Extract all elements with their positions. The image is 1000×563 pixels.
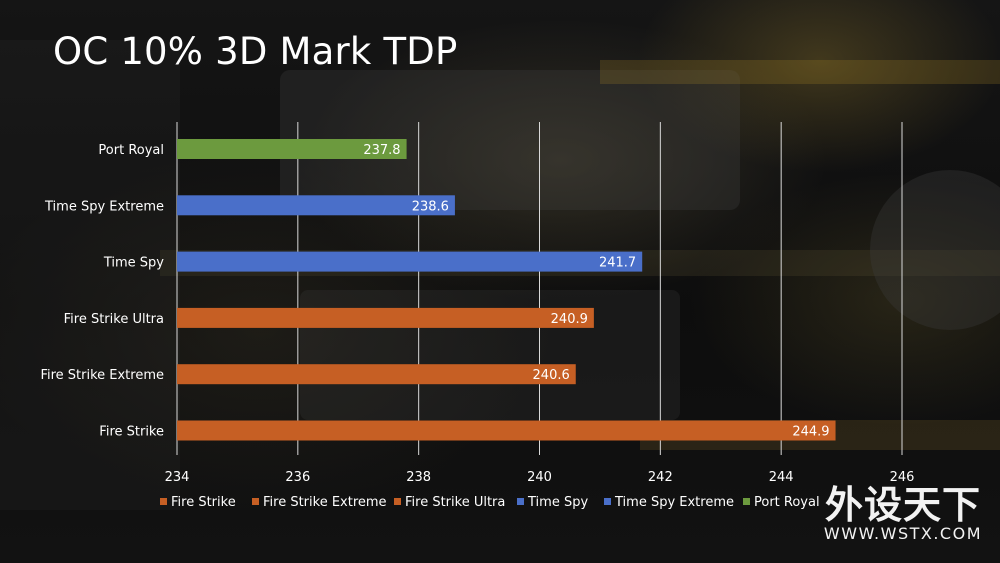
bar-data-label: 244.9 — [792, 425, 829, 440]
legend-swatch — [743, 498, 750, 505]
x-tick-label: 246 — [890, 470, 915, 485]
legend-swatch — [252, 498, 259, 505]
bar-data-label: 237.8 — [363, 143, 400, 158]
legend-swatch — [517, 498, 524, 505]
x-tick-label: 240 — [527, 470, 552, 485]
watermark-cn: 外设天下 — [824, 483, 981, 527]
category-label: Fire Strike Ultra — [64, 312, 164, 327]
legend-label: Time Spy — [527, 495, 588, 510]
bar-time-spy — [177, 251, 643, 272]
bar-data-label: 241.7 — [599, 256, 636, 271]
bar-port-royal — [177, 139, 407, 159]
gridlines — [176, 122, 903, 455]
bar-fire-strike-ultra — [177, 307, 594, 328]
legend-swatch — [160, 498, 167, 505]
x-axis-ticks: 234 236 238 240 242 244 246 — [165, 470, 915, 485]
legend-label: Port Royal — [754, 495, 820, 510]
bar-fire-strike-extreme — [177, 364, 576, 385]
bar-time-spy-extreme — [177, 195, 455, 216]
x-tick-label: 244 — [769, 470, 794, 485]
category-label: Fire Strike — [99, 425, 164, 440]
category-labels: Port Royal Time Spy Extreme Time Spy Fire S… — [40, 143, 164, 440]
bar-data-label: 238.6 — [412, 199, 449, 214]
category-label: Time Spy — [103, 256, 164, 271]
category-label: Port Royal — [98, 143, 164, 158]
x-tick-label: 234 — [165, 470, 190, 485]
watermark-en: WWW.WSTX.COM — [823, 524, 982, 543]
bar-data-label: 240.9 — [551, 312, 588, 327]
legend: Fire Strike Fire Strike Extreme Fire Strik… — [160, 495, 820, 510]
x-tick-label: 238 — [406, 470, 431, 485]
watermark-logo: 外设天下 WWW.WSTX.COM — [824, 485, 982, 543]
legend-swatch — [604, 498, 611, 505]
legend-label: Fire Strike Extreme — [263, 495, 387, 510]
legend-swatch — [394, 498, 401, 505]
bars: 237.8 238.6 241.7 240.9 240.6 244.9 — [177, 139, 836, 441]
category-label: Fire Strike Extreme — [40, 368, 164, 383]
bar-data-label: 240.6 — [533, 368, 570, 383]
chart-title: OC 10% 3D Mark TDP — [53, 30, 458, 73]
x-tick-label: 242 — [648, 470, 673, 485]
legend-label: Time Spy Extreme — [614, 495, 734, 510]
legend-label: Fire Strike Ultra — [405, 495, 505, 510]
category-label: Time Spy Extreme — [44, 199, 164, 214]
x-tick-label: 236 — [285, 470, 310, 485]
legend-label: Fire Strike — [171, 495, 236, 510]
bar-fire-strike — [177, 420, 836, 441]
